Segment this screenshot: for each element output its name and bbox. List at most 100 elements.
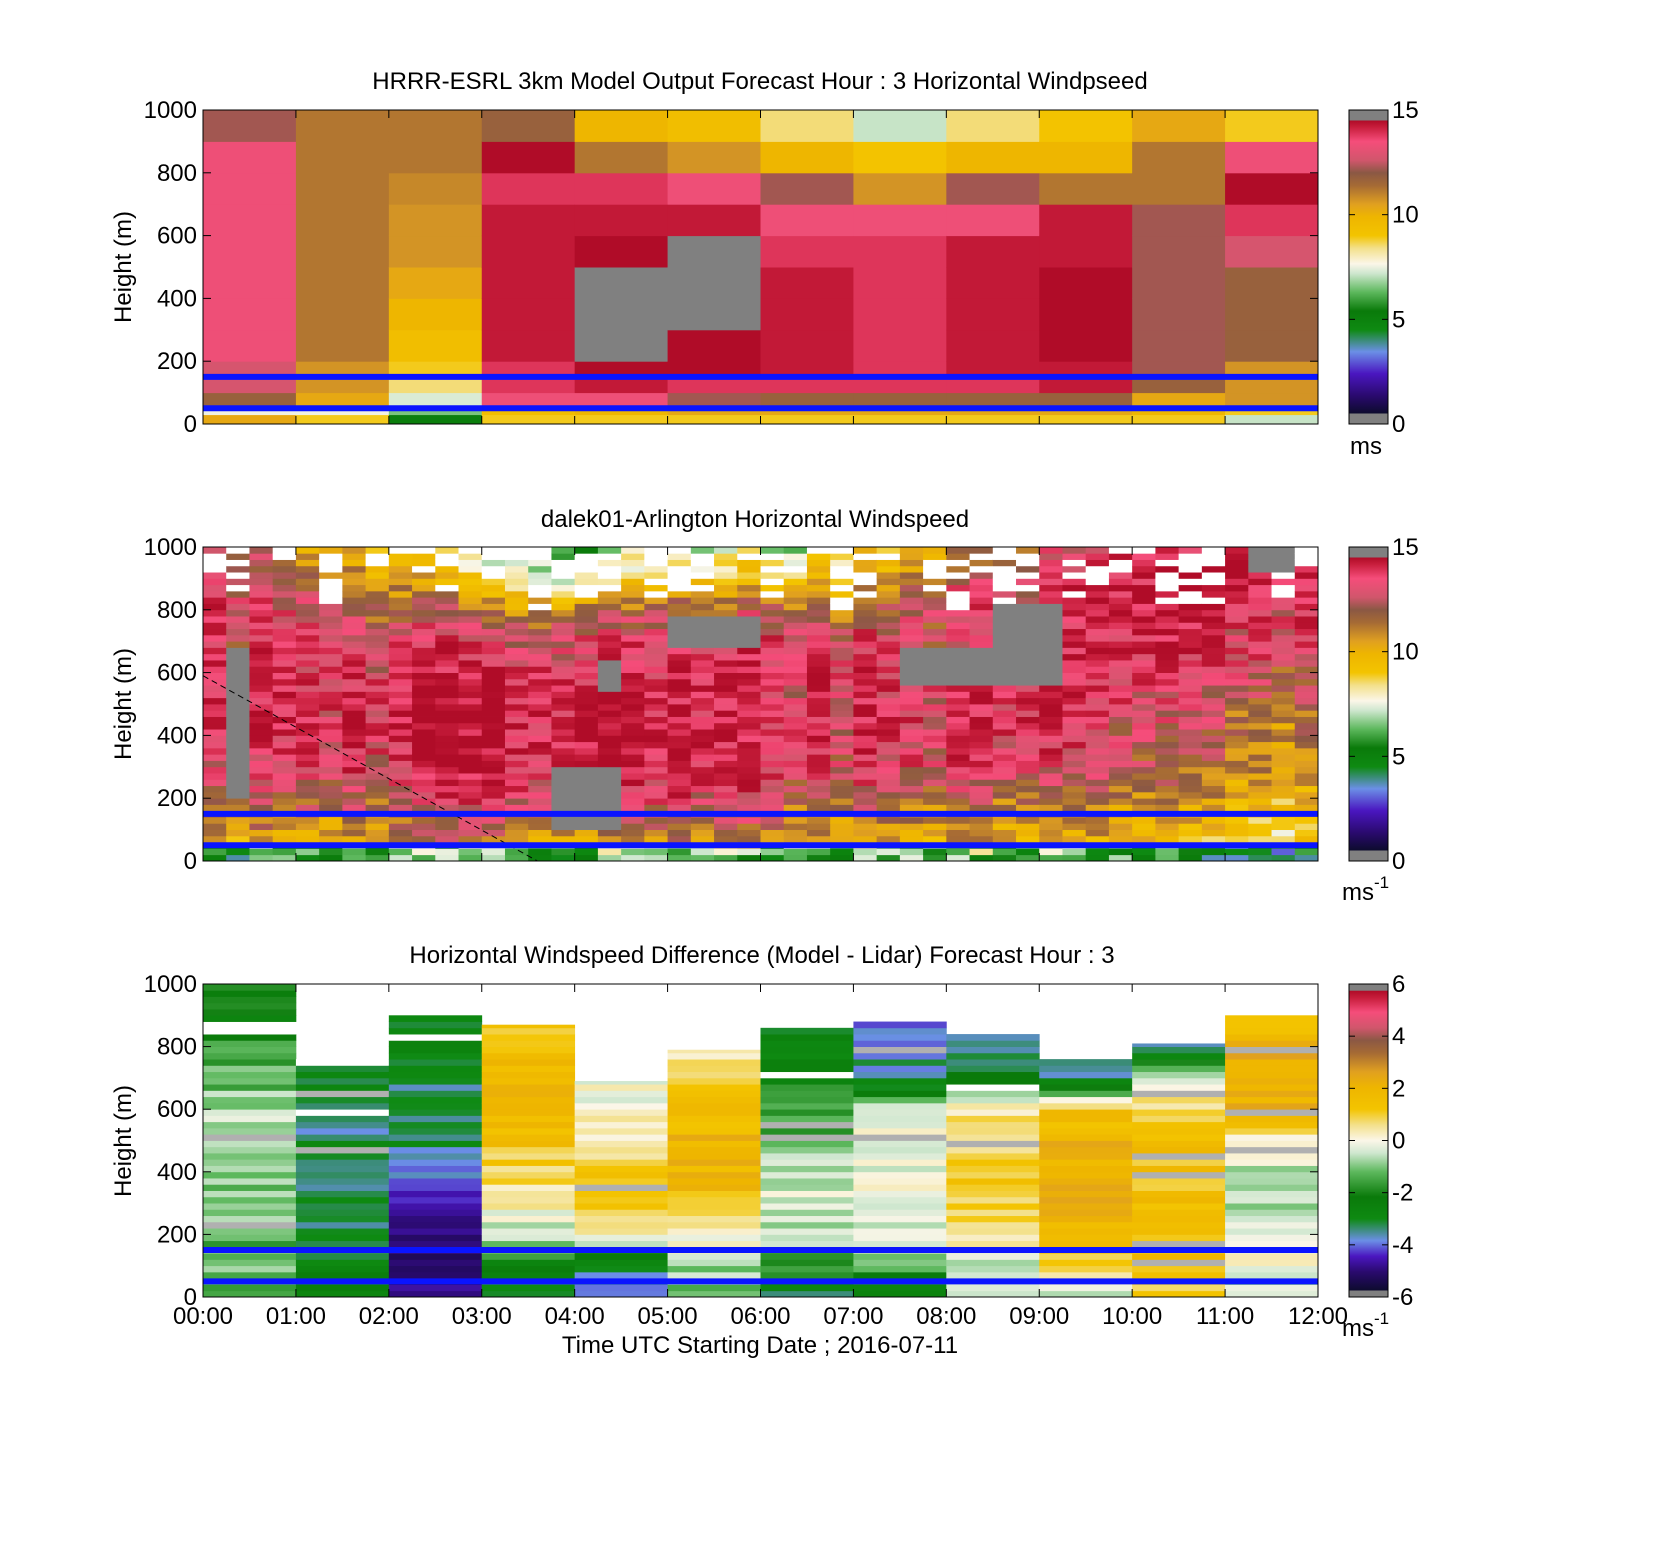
heatmap-cell [714, 710, 738, 717]
heatmap-cell [1155, 760, 1180, 768]
heatmap-cell [295, 1215, 390, 1223]
heatmap-cell [1132, 1209, 1226, 1217]
heatmap-cell [1271, 741, 1296, 749]
heatmap-cell [992, 653, 1017, 661]
heatmap-cell [667, 722, 692, 730]
heatmap-cell [342, 672, 367, 680]
heatmap-cell [737, 722, 761, 730]
heatmap-cell [760, 823, 785, 830]
heatmap-cell [1294, 804, 1319, 812]
heatmap-cell [899, 829, 924, 837]
heatmap-cell [1039, 1209, 1133, 1217]
heatmap-cell [667, 235, 761, 268]
heatmap-cell [853, 817, 878, 824]
heatmap-cell [1225, 829, 1249, 837]
heatmap-cell [690, 785, 715, 793]
heatmap-cell [644, 653, 668, 661]
heatmap-cell [830, 747, 854, 755]
heatmap-cell [1108, 597, 1133, 604]
heatmap-cell [1201, 547, 1226, 554]
heatmap-cell [1294, 754, 1319, 761]
heatmap-cell [830, 704, 854, 711]
heatmap-cell [458, 553, 483, 560]
heatmap-cell [388, 1153, 483, 1160]
heatmap-cell [1062, 572, 1087, 579]
colorbar-tick-label: -4 [1392, 1232, 1413, 1259]
heatmap-cell [458, 716, 483, 724]
heatmap-cell [667, 835, 692, 843]
heatmap-cell [783, 590, 808, 598]
heatmap-cell [1108, 553, 1133, 560]
heatmap-cell [737, 804, 761, 812]
heatmap-cell [528, 565, 552, 573]
heatmap-cell [946, 1059, 1040, 1066]
heatmap-cell [1062, 747, 1087, 755]
heatmap-cell [969, 572, 994, 579]
heatmap-cell [249, 672, 274, 680]
heatmap-cell [899, 609, 924, 617]
heatmap-cell [481, 754, 506, 761]
heatmap-cell [574, 817, 599, 824]
heatmap-cell [481, 572, 506, 579]
heatmap-cell [481, 110, 576, 142]
heatmap-cell [1039, 710, 1063, 717]
heatmap-cell [1294, 565, 1319, 573]
heatmap-cell [853, 823, 878, 830]
heatmap-cell [1016, 653, 1040, 661]
heatmap-cell [1178, 653, 1203, 661]
heatmap-cell [690, 817, 715, 824]
heatmap-cell [1225, 817, 1249, 824]
heatmap-cell [1155, 685, 1180, 692]
heatmap-cell [737, 704, 761, 711]
heatmap-cell [412, 553, 436, 560]
heatmap-cell [760, 590, 785, 598]
heatmap-cell [574, 716, 599, 724]
heatmap-cell [458, 685, 483, 692]
heatmap-cell [1201, 660, 1226, 667]
heatmap-cell [1225, 1015, 1319, 1022]
heatmap-cell [1016, 609, 1040, 617]
heatmap-cell [830, 716, 854, 724]
heatmap-cell [923, 741, 947, 749]
heatmap-cell [203, 1046, 297, 1054]
heatmap-cell [1039, 392, 1133, 409]
heatmap-cell [435, 634, 459, 642]
heatmap-cell [574, 1121, 668, 1129]
heatmap-cell [528, 747, 552, 755]
heatmap-cell [644, 779, 668, 787]
heatmap-cell [342, 722, 367, 730]
heatmap-cell [1155, 779, 1180, 787]
heatmap-cell [203, 984, 297, 991]
heatmap-cell [1062, 710, 1087, 717]
heatmap-cell [644, 666, 668, 673]
heatmap-cell [644, 647, 668, 655]
heatmap-cell [295, 678, 320, 686]
heatmap-cell [528, 660, 552, 667]
heatmap-cell [946, 1084, 1040, 1091]
heatmap-cell [1039, 1159, 1133, 1166]
heatmap-cell [458, 829, 483, 837]
heatmap-cell [1108, 697, 1133, 705]
heatmap-cell [760, 647, 785, 655]
heatmap-cell [760, 1146, 854, 1154]
heatmap-cell [504, 704, 529, 711]
heatmap-cell [969, 804, 994, 812]
heatmap-cell [946, 628, 970, 636]
heatmap-cell [1201, 590, 1226, 598]
heatmap-cell [481, 1271, 576, 1279]
heatmap-cell [481, 697, 506, 705]
heatmap-cell [853, 678, 878, 686]
heatmap-cell [481, 773, 506, 780]
heatmap-cell [1225, 414, 1319, 425]
heatmap-cell [1225, 1071, 1319, 1079]
heatmap-cell [1248, 565, 1272, 573]
heatmap-cell [481, 710, 506, 717]
heatmap-cell [1039, 704, 1063, 711]
heatmap-cell [1294, 691, 1319, 699]
heatmap-cell [946, 1259, 1040, 1267]
heatmap-cell [853, 685, 878, 692]
heatmap-cell [481, 1059, 576, 1066]
heatmap-cell [969, 697, 994, 705]
colorbar-tick-label: 10 [1392, 202, 1419, 229]
heatmap-cell [760, 1071, 854, 1079]
